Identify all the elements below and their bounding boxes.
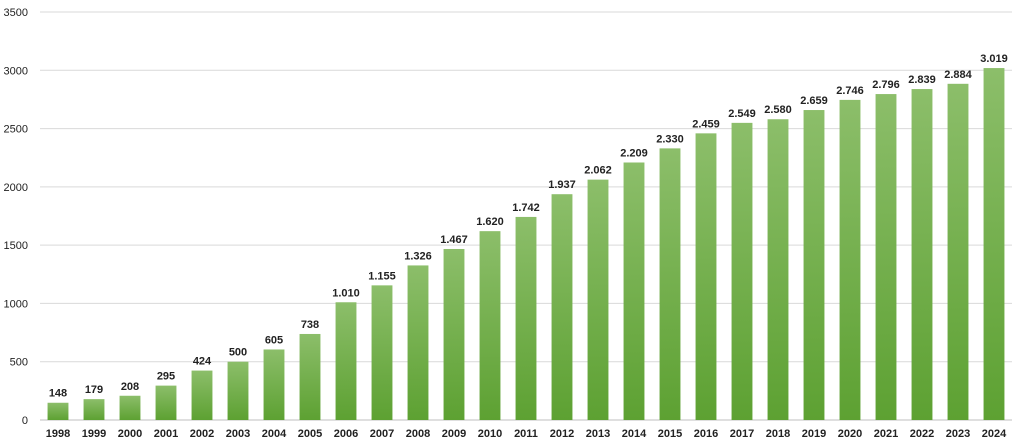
- x-axis: 1998 1999 2000 2001 2002 2003 2004 2005 2006 2007…: [46, 428, 1007, 440]
- bar-2024: [983, 68, 1005, 420]
- bar-2001: [155, 385, 177, 420]
- bar-2018: [767, 119, 789, 420]
- data-label-2005: 738: [301, 319, 319, 331]
- data-label-2010: 1.620: [476, 216, 504, 228]
- bar-2006: [335, 302, 357, 420]
- bar-2009: [443, 248, 465, 420]
- data-labels: 148 179 208 295 424 500 605 738 1.010 1.155 1.326 1…: [49, 53, 1008, 400]
- x-tick-label-2006: 2006: [334, 428, 358, 440]
- bar-2004: [263, 349, 285, 420]
- bar-2002: [191, 370, 213, 420]
- bar-2014: [623, 162, 645, 420]
- bar-2017: [731, 122, 753, 420]
- x-tick-label-2023: 2023: [946, 428, 970, 440]
- bar-2000: [119, 395, 141, 420]
- bar-2013: [587, 179, 609, 420]
- bar-2016: [695, 133, 717, 420]
- bar-2012: [551, 194, 573, 420]
- data-label-2002: 424: [193, 356, 212, 368]
- bars: [47, 68, 1005, 421]
- x-tick-label-2022: 2022: [910, 428, 934, 440]
- x-tick-label-2024: 2024: [982, 428, 1007, 440]
- bar-2023: [947, 83, 969, 421]
- x-tick-label-2010: 2010: [478, 428, 502, 440]
- x-tick-label-2007: 2007: [370, 428, 394, 440]
- x-tick-label-2002: 2002: [190, 428, 214, 440]
- data-label-2023: 2.884: [944, 69, 972, 81]
- x-tick-label-1999: 1999: [82, 428, 106, 440]
- x-tick-label-2001: 2001: [154, 428, 178, 440]
- data-label-2019: 2.659: [800, 95, 828, 107]
- data-label-2016: 2.459: [692, 118, 720, 130]
- data-label-2003: 500: [229, 347, 247, 359]
- x-tick-label-2004: 2004: [262, 428, 287, 440]
- y-tick-label: 1000: [4, 298, 28, 310]
- data-label-2024: 3.019: [980, 53, 1008, 65]
- data-label-2020: 2.746: [836, 85, 864, 97]
- x-tick-label-2003: 2003: [226, 428, 250, 440]
- y-tick-label: 2000: [4, 182, 28, 194]
- x-tick-label-2012: 2012: [550, 428, 574, 440]
- x-tick-label-2018: 2018: [766, 428, 790, 440]
- data-label-2012: 1.937: [548, 179, 576, 191]
- bar-2021: [875, 94, 897, 420]
- data-label-2018: 2.580: [764, 104, 792, 116]
- y-tick-label: 0: [22, 415, 28, 427]
- y-tick-label: 3500: [4, 7, 28, 19]
- x-tick-label-1998: 1998: [46, 428, 70, 440]
- bar-2020: [839, 99, 861, 420]
- data-label-2011: 1.742: [512, 202, 540, 214]
- data-label-1999: 179: [85, 384, 103, 396]
- data-label-2001: 295: [157, 371, 175, 383]
- x-tick-label-2008: 2008: [406, 428, 430, 440]
- x-tick-label-2019: 2019: [802, 428, 826, 440]
- bar-2019: [803, 110, 825, 421]
- x-tick-label-2005: 2005: [298, 428, 322, 440]
- x-tick-label-2020: 2020: [838, 428, 862, 440]
- x-tick-label-2009: 2009: [442, 428, 466, 440]
- data-label-2008: 1.326: [404, 250, 432, 262]
- x-tick-label-2015: 2015: [658, 428, 682, 440]
- data-label-2021: 2.796: [872, 79, 900, 91]
- bar-2007: [371, 285, 393, 420]
- x-tick-label-2016: 2016: [694, 428, 718, 440]
- y-tick-label: 2500: [4, 124, 28, 136]
- bar-2015: [659, 148, 681, 421]
- bar-2005: [299, 333, 321, 420]
- data-label-2006: 1.010: [332, 287, 360, 299]
- bar-2003: [227, 361, 249, 420]
- bar-1998: [47, 402, 69, 420]
- data-label-2017: 2.549: [728, 108, 756, 120]
- data-label-2007: 1.155: [368, 270, 396, 282]
- data-label-2000: 208: [121, 381, 139, 393]
- x-tick-label-2014: 2014: [622, 428, 647, 440]
- x-tick-label-2021: 2021: [874, 428, 898, 440]
- y-axis: 0 500 1000 1500 2000 2500 3000 3500: [4, 7, 28, 427]
- data-label-2015: 2.330: [656, 133, 684, 145]
- data-label-1998: 148: [49, 388, 67, 400]
- data-label-2013: 2.062: [584, 165, 612, 177]
- data-label-2004: 605: [265, 334, 283, 346]
- data-label-2022: 2.839: [908, 74, 936, 86]
- bar-2010: [479, 231, 501, 420]
- x-tick-label-2013: 2013: [586, 428, 610, 440]
- data-label-2009: 1.467: [440, 234, 468, 246]
- bar-2022: [911, 89, 933, 420]
- data-label-2014: 2.209: [620, 147, 648, 159]
- x-tick-label-2011: 2011: [514, 428, 538, 440]
- x-tick-label-2017: 2017: [730, 428, 754, 440]
- y-tick-label: 500: [10, 357, 28, 369]
- y-tick-label: 3000: [4, 65, 28, 77]
- y-tick-label: 1500: [4, 240, 28, 252]
- bar-2008: [407, 265, 429, 420]
- bar-2011: [515, 216, 537, 420]
- x-tick-label-2000: 2000: [118, 428, 142, 440]
- bar-1999: [83, 399, 105, 420]
